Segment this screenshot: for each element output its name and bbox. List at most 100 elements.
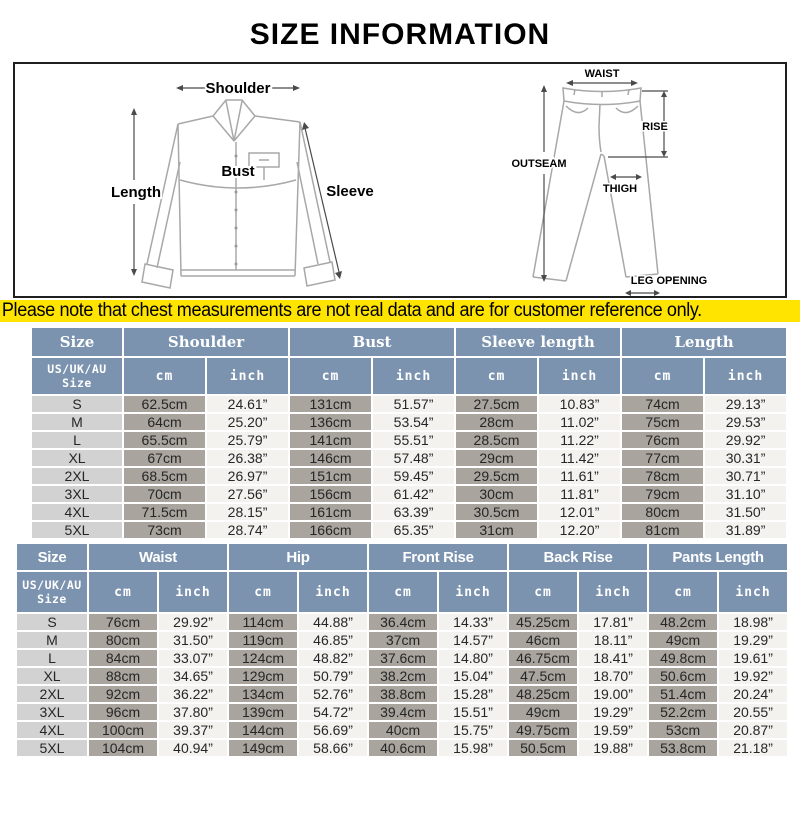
- cm-value-cell: 76cm: [87, 612, 159, 632]
- inch-value-cell: 31.50”: [156, 630, 230, 650]
- waist-arrow: [566, 80, 638, 86]
- inch-value-cell: 26.38”: [204, 448, 291, 468]
- inch-value-cell: 11.81”: [537, 484, 623, 504]
- col-header-group: Hip: [227, 542, 370, 572]
- col-header-size: Size: [15, 542, 89, 572]
- unit-header-cm: cm: [87, 570, 159, 614]
- size-row-3XL: 3XL 96cm 37.80” 139cm 54.72” 39.4cm 15.51” 49cm…: [15, 702, 790, 722]
- size-cell: 2XL: [15, 684, 89, 704]
- cm-value-cell: 30.5cm: [454, 502, 540, 522]
- cm-value-cell: 119cm: [227, 630, 300, 650]
- cm-value-cell: 38.2cm: [367, 666, 440, 686]
- size-cell: S: [30, 394, 124, 414]
- size-cell: 5XL: [15, 738, 89, 758]
- inch-value-cell: 19.61”: [717, 648, 790, 668]
- cm-value-cell: 45.25cm: [507, 612, 580, 632]
- inch-value-cell: 11.61”: [537, 466, 623, 486]
- reference-note-text: Please note that chest measurements are …: [1, 300, 702, 321]
- cm-value-cell: 64cm: [122, 412, 207, 432]
- inch-value-cell: 19.59”: [577, 720, 650, 740]
- inch-value-cell: 25.20”: [204, 412, 291, 432]
- inch-value-cell: 61.42”: [371, 484, 457, 504]
- pants-sketch: [532, 87, 659, 282]
- size-row-XL: XL 88cm 34.65” 129cm 50.79” 38.2cm 15.04” 47.5c…: [15, 666, 790, 686]
- sleeve-arrow: [302, 122, 342, 279]
- size-cell: L: [30, 430, 124, 450]
- size-row-XL: XL 67cm 26.38” 146cm 57.48” 29cm 11.42” 77cm 30.…: [30, 448, 789, 468]
- shoulder-arrow: [176, 85, 300, 91]
- inch-value-cell: 55.51”: [371, 430, 457, 450]
- cm-value-cell: 51.4cm: [647, 684, 720, 704]
- inch-value-cell: 30.71”: [703, 466, 789, 486]
- size-cell: 4XL: [30, 502, 124, 522]
- size-row-L: L 84cm 33.07” 124cm 48.82” 37.6cm 14.80” 46.75c…: [15, 648, 790, 668]
- size-row-L: L 65.5cm 25.79” 141cm 55.51” 28.5cm 11.22” 76cm…: [30, 430, 789, 450]
- cm-value-cell: 80cm: [620, 502, 706, 522]
- cm-value-cell: 100cm: [87, 720, 159, 740]
- pants-measurement-diagram: WAIST RISE OUTSEAM THIGH LEG OPENING: [510, 67, 709, 296]
- unit-header-cm: cm: [288, 356, 374, 396]
- size-cell: M: [15, 630, 89, 650]
- inch-value-cell: 11.42”: [537, 448, 623, 468]
- cm-value-cell: 67cm: [122, 448, 207, 468]
- size-cell: 3XL: [15, 702, 89, 722]
- inch-value-cell: 15.51”: [437, 702, 510, 722]
- inch-value-cell: 65.35”: [371, 520, 457, 540]
- cm-value-cell: 75cm: [620, 412, 706, 432]
- inch-value-cell: 19.29”: [577, 702, 650, 722]
- inch-value-cell: 36.22”: [156, 684, 230, 704]
- inch-value-cell: 39.37”: [156, 720, 230, 740]
- cm-value-cell: 131cm: [288, 394, 374, 414]
- size-row-5XL: 5XL 104cm 40.94” 149cm 58.66” 40.6cm 15.98” 50.…: [15, 738, 790, 758]
- cm-value-cell: 49.75cm: [507, 720, 580, 740]
- inch-value-cell: 57.48”: [371, 448, 457, 468]
- cm-value-cell: 52.2cm: [647, 702, 720, 722]
- col-header-group: Sleeve length: [454, 326, 623, 358]
- cm-value-cell: 53cm: [647, 720, 720, 740]
- cm-value-cell: 161cm: [288, 502, 374, 522]
- cm-value-cell: 40cm: [367, 720, 440, 740]
- inch-value-cell: 53.54”: [371, 412, 457, 432]
- size-row-4XL: 4XL 71.5cm 28.15” 161cm 63.39” 30.5cm 12.01” 80…: [30, 502, 789, 522]
- inch-value-cell: 18.98”: [717, 612, 790, 632]
- cm-value-cell: 78cm: [620, 466, 706, 486]
- cm-value-cell: 73cm: [122, 520, 207, 540]
- inch-value-cell: 24.61”: [204, 394, 291, 414]
- inch-value-cell: 27.56”: [204, 484, 291, 504]
- inch-value-cell: 51.57”: [371, 394, 457, 414]
- cm-value-cell: 149cm: [227, 738, 300, 758]
- inch-value-cell: 14.33”: [437, 612, 510, 632]
- inch-value-cell: 17.81”: [577, 612, 650, 632]
- size-cell: 3XL: [30, 484, 124, 504]
- cm-value-cell: 79cm: [620, 484, 706, 504]
- inch-value-cell: 33.07”: [156, 648, 230, 668]
- bust-label: Bust: [221, 163, 254, 180]
- inch-value-cell: 12.20”: [537, 520, 623, 540]
- inch-value-cell: 50.79”: [297, 666, 370, 686]
- col-header-group: Back Rise: [507, 542, 650, 572]
- inch-value-cell: 19.29”: [717, 630, 790, 650]
- cm-value-cell: 36.4cm: [367, 612, 440, 632]
- cm-value-cell: 80cm: [87, 630, 159, 650]
- cm-value-cell: 76cm: [620, 430, 706, 450]
- inch-value-cell: 59.45”: [371, 466, 457, 486]
- cm-value-cell: 62.5cm: [122, 394, 207, 414]
- unit-header-inch: inch: [577, 570, 650, 614]
- col-header-group: Shoulder: [121, 326, 291, 358]
- cm-value-cell: 49cm: [647, 630, 720, 650]
- col-header-size: Size: [30, 326, 124, 358]
- size-cell: 5XL: [30, 520, 124, 540]
- col-header-group: Waist: [86, 542, 230, 572]
- leg-opening-label: LEG OPENING: [631, 275, 707, 287]
- cm-value-cell: 70cm: [122, 484, 207, 504]
- size-cell: 2XL: [30, 466, 124, 486]
- size-row-2XL: 2XL 92cm 36.22” 134cm 52.76” 38.8cm 15.28” 48.2…: [15, 684, 790, 704]
- cm-value-cell: 50.5cm: [507, 738, 580, 758]
- cm-value-cell: 151cm: [288, 466, 374, 486]
- inch-value-cell: 58.66”: [297, 738, 370, 758]
- inch-value-cell: 18.70”: [577, 666, 650, 686]
- leg-opening-arrow: [625, 290, 660, 296]
- inch-value-cell: 48.82”: [297, 648, 370, 668]
- inch-value-cell: 29.13”: [703, 394, 789, 414]
- unit-header-inch: inch: [537, 356, 623, 396]
